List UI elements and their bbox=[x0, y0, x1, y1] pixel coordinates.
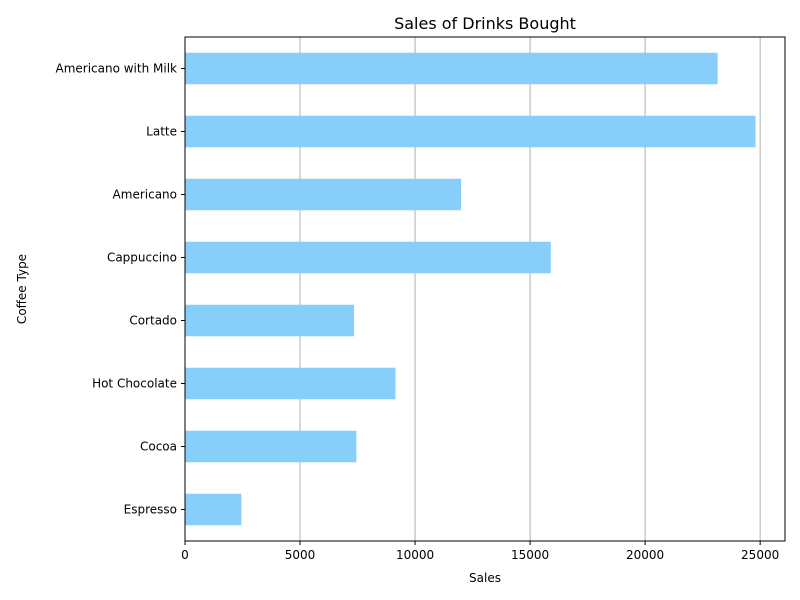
y-tick-label: Americano with Milk bbox=[55, 62, 177, 76]
y-tick-label: Cortado bbox=[129, 314, 177, 328]
bar bbox=[185, 304, 355, 337]
bar bbox=[185, 241, 551, 274]
x-tick-label: 5000 bbox=[285, 548, 316, 562]
x-tick-label: 0 bbox=[181, 548, 189, 562]
y-tick-label: Cocoa bbox=[140, 440, 177, 454]
bar bbox=[185, 493, 242, 526]
gridlines bbox=[184, 37, 761, 541]
bars bbox=[185, 52, 756, 526]
plot-frame bbox=[184, 36, 786, 542]
bar bbox=[185, 115, 756, 148]
y-tick-label: Hot Chocolate bbox=[92, 377, 177, 391]
y-tick-label: Latte bbox=[146, 125, 177, 139]
y-tick-label: Americano bbox=[113, 188, 177, 202]
y-tick-label: Cappuccino bbox=[107, 251, 177, 265]
bar bbox=[185, 430, 357, 463]
bar bbox=[185, 367, 396, 400]
bar bbox=[185, 52, 718, 85]
x-axis-ticks: 0 5000 10000 15000 20000 25000 bbox=[181, 541, 779, 562]
chart-title: Sales of Drinks Bought bbox=[394, 14, 576, 33]
y-tick-label: Espresso bbox=[124, 503, 177, 517]
y-axis-label: Coffee Type bbox=[15, 254, 29, 324]
x-tick-label: 10000 bbox=[396, 548, 434, 562]
x-tick-label: 15000 bbox=[511, 548, 549, 562]
x-tick-label: 25000 bbox=[741, 548, 779, 562]
y-axis-ticks: Americano with Milk Latte Americano Cappucc… bbox=[55, 62, 185, 517]
x-axis-label: Sales bbox=[469, 571, 501, 585]
x-tick-label: 20000 bbox=[626, 548, 664, 562]
bar bbox=[185, 178, 462, 211]
